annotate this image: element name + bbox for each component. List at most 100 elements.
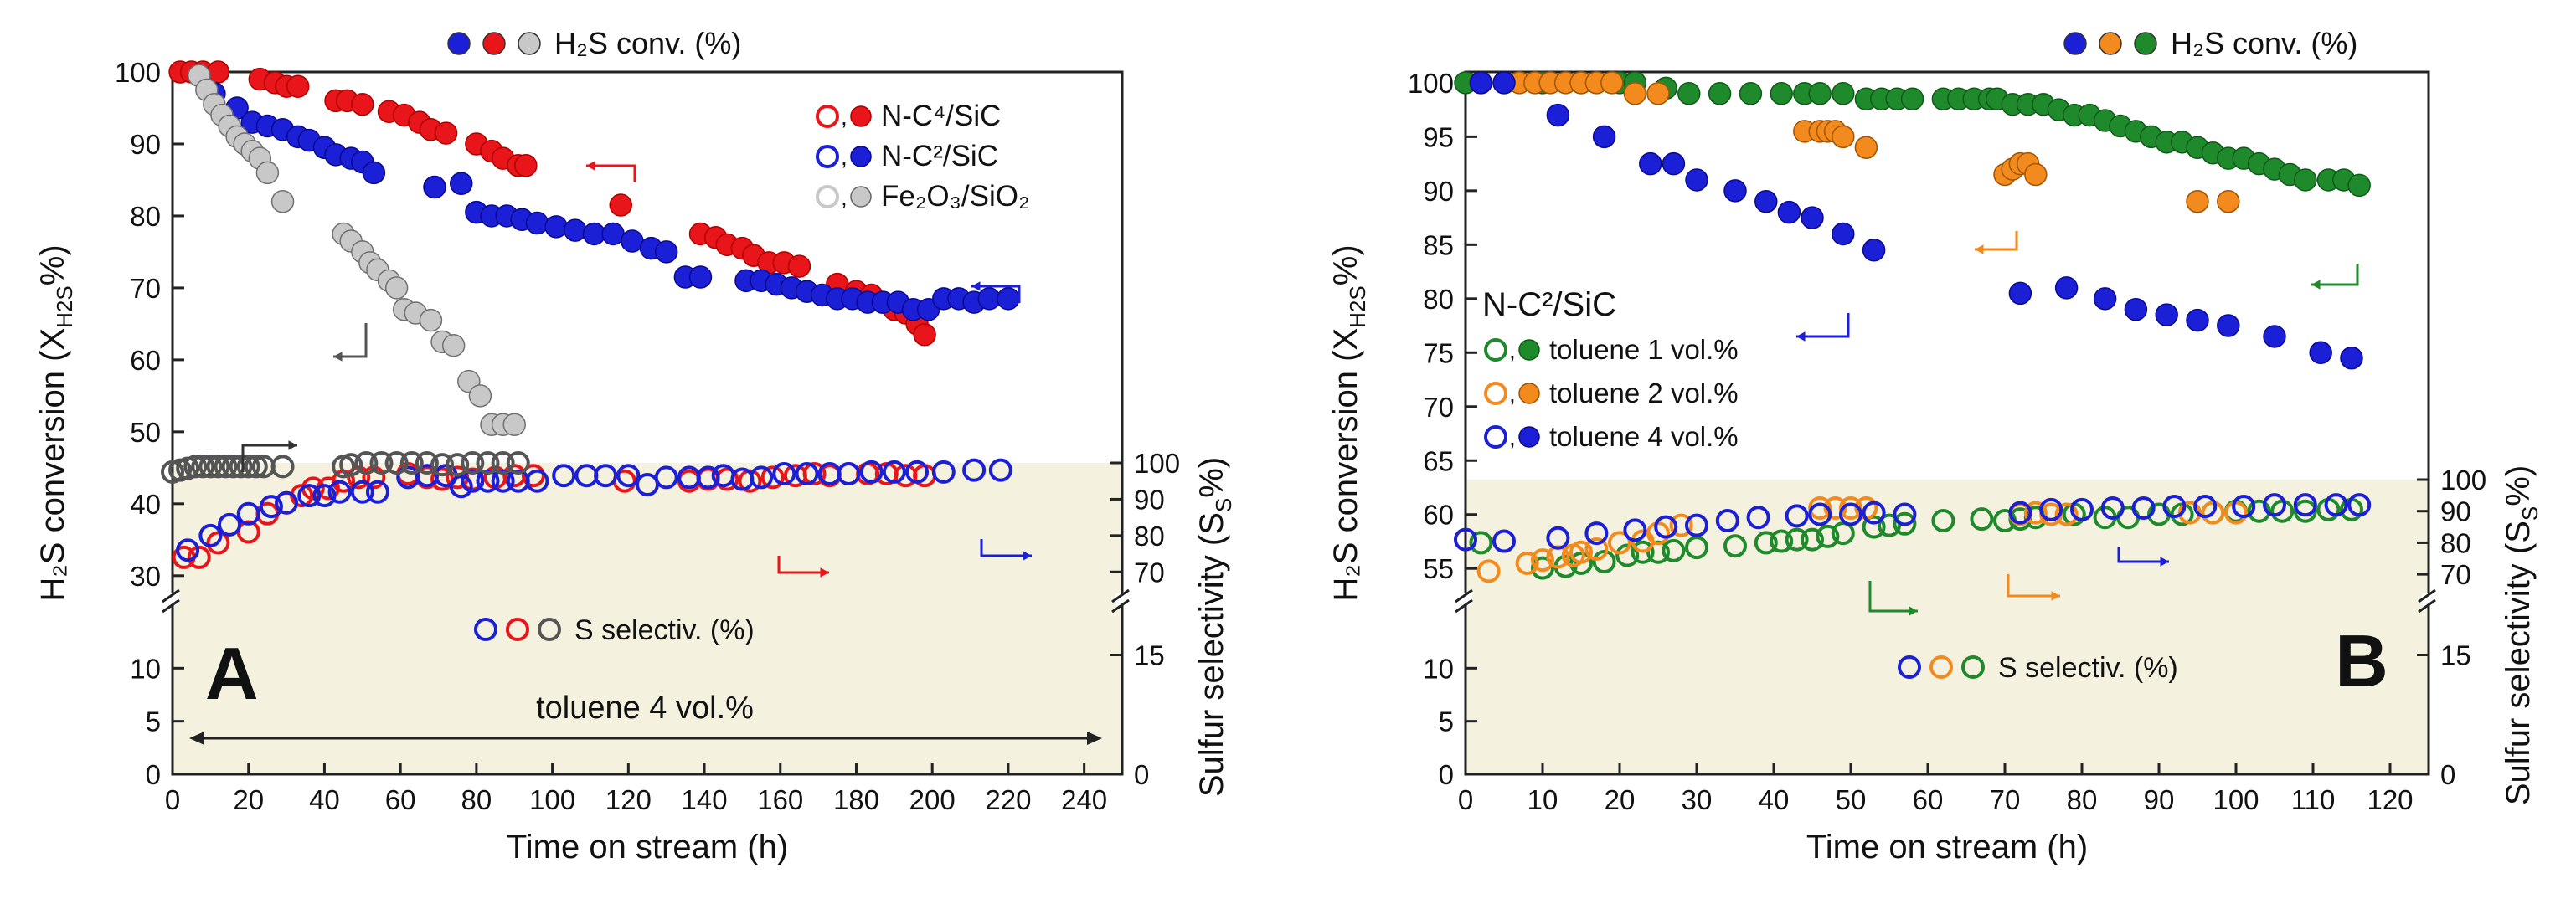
data-point bbox=[1839, 496, 1862, 520]
legend-filled-marker bbox=[1518, 339, 1540, 361]
y2-tick-label: 100 bbox=[1134, 448, 1180, 479]
data-point bbox=[1469, 71, 1493, 95]
y2-axis-label-tail: %) bbox=[1193, 457, 1230, 498]
legend-open-marker bbox=[1484, 338, 1507, 362]
data-point bbox=[552, 464, 576, 488]
axis-break-mark bbox=[1455, 588, 1473, 603]
data-point bbox=[1685, 536, 1708, 560]
data-point bbox=[1546, 103, 1570, 127]
data-point bbox=[1808, 82, 1832, 105]
data-point bbox=[1832, 222, 1855, 246]
y-tick-label: 0 bbox=[1439, 759, 1454, 790]
legend-label: toluene 2 vol.% bbox=[1549, 377, 1739, 408]
data-point bbox=[187, 545, 211, 569]
data-point bbox=[270, 190, 295, 213]
data-point bbox=[696, 465, 720, 490]
data-point bbox=[2217, 314, 2240, 337]
annotation-toluene: toluene 4 vol.% bbox=[536, 691, 754, 726]
y2-tick-label: 0 bbox=[1134, 759, 1149, 790]
data-point bbox=[236, 454, 260, 479]
data-point bbox=[312, 484, 337, 508]
x-tick-label: 180 bbox=[833, 784, 879, 815]
panel-label: B bbox=[2335, 619, 2388, 702]
y-axis-label-sub: H2S bbox=[52, 285, 77, 328]
y2-axis-label-tail: %) bbox=[2500, 465, 2537, 506]
data-point bbox=[2324, 493, 2348, 517]
data-point bbox=[2294, 168, 2317, 192]
y-tick-label: 10 bbox=[130, 653, 161, 684]
data-point bbox=[399, 451, 424, 475]
data-point bbox=[2232, 495, 2256, 519]
data-point bbox=[525, 211, 549, 235]
x-tick-label: 0 bbox=[165, 784, 180, 815]
y-tick-label: 100 bbox=[1408, 68, 1454, 99]
data-point bbox=[997, 287, 1020, 311]
y-tick-label: 65 bbox=[1423, 445, 1454, 476]
data-point bbox=[350, 480, 374, 504]
axis-arrow-blue-head bbox=[971, 281, 981, 291]
bottom-legend-label: S selectiv. (%) bbox=[1998, 652, 2178, 684]
data-point bbox=[795, 462, 819, 486]
data-point bbox=[1770, 82, 1793, 105]
data-point bbox=[654, 465, 678, 490]
data-point bbox=[514, 154, 538, 177]
data-point bbox=[339, 453, 363, 477]
data-point bbox=[521, 464, 545, 488]
data-point bbox=[297, 484, 322, 508]
data-point bbox=[1531, 556, 1554, 580]
data-point bbox=[1893, 502, 1917, 526]
data-point bbox=[2008, 281, 2032, 306]
data-point bbox=[1970, 507, 1994, 532]
data-point bbox=[1608, 531, 1631, 555]
data-point bbox=[859, 460, 884, 484]
y-tick-label: 60 bbox=[1423, 500, 1454, 531]
data-point bbox=[1715, 509, 1739, 533]
data-point bbox=[491, 451, 515, 475]
x-tick-label: 60 bbox=[1913, 784, 1944, 815]
y-tick-label: 70 bbox=[130, 273, 161, 304]
data-point bbox=[1785, 527, 1809, 552]
axis-break-mark bbox=[2418, 598, 2436, 614]
data-point bbox=[441, 333, 466, 357]
axis-arrow-red-sel-head bbox=[820, 567, 829, 578]
data-point bbox=[1770, 529, 1794, 553]
data-point bbox=[913, 323, 936, 347]
data-point bbox=[2193, 495, 2218, 519]
legend-label: toluene 1 vol.% bbox=[1549, 334, 1739, 365]
data-point bbox=[1832, 82, 1855, 105]
data-point bbox=[255, 161, 280, 185]
y-tick-label: 5 bbox=[146, 706, 161, 737]
data-point bbox=[1569, 540, 1593, 564]
data-point bbox=[2347, 493, 2372, 517]
data-point bbox=[369, 451, 394, 475]
data-point bbox=[1801, 206, 1824, 229]
data-point bbox=[2131, 496, 2156, 520]
axis-arrow-blue bbox=[971, 285, 1021, 303]
x-tick-label: 240 bbox=[1061, 784, 1107, 815]
y-tick-label: 80 bbox=[130, 201, 161, 232]
data-point bbox=[1723, 179, 1747, 203]
data-point bbox=[1754, 531, 1778, 555]
legend-open-marker bbox=[816, 145, 839, 168]
data-point bbox=[365, 480, 389, 504]
data-point bbox=[1546, 526, 1570, 550]
data-point bbox=[259, 495, 283, 519]
data-point bbox=[1646, 82, 1670, 105]
y-axis-label-main: H₂S conversion (X bbox=[34, 328, 71, 602]
axis-arrow-dark-head bbox=[288, 440, 297, 450]
data-point bbox=[1639, 152, 1662, 176]
axis-arrow-blue-sel-head bbox=[1023, 551, 1032, 561]
data-point bbox=[2023, 501, 2048, 525]
data-point bbox=[1754, 190, 1778, 213]
data-point bbox=[1785, 504, 1809, 528]
data-point bbox=[1808, 502, 1832, 526]
selectivity-shade bbox=[173, 463, 1122, 774]
axis-break-mark bbox=[162, 588, 180, 603]
series-5 bbox=[161, 451, 530, 484]
data-point bbox=[564, 218, 587, 242]
data-point bbox=[802, 462, 827, 486]
y-tick-label: 30 bbox=[130, 561, 161, 592]
data-point bbox=[1900, 87, 1924, 110]
x-tick-label: 200 bbox=[909, 784, 956, 815]
data-point bbox=[616, 464, 641, 488]
